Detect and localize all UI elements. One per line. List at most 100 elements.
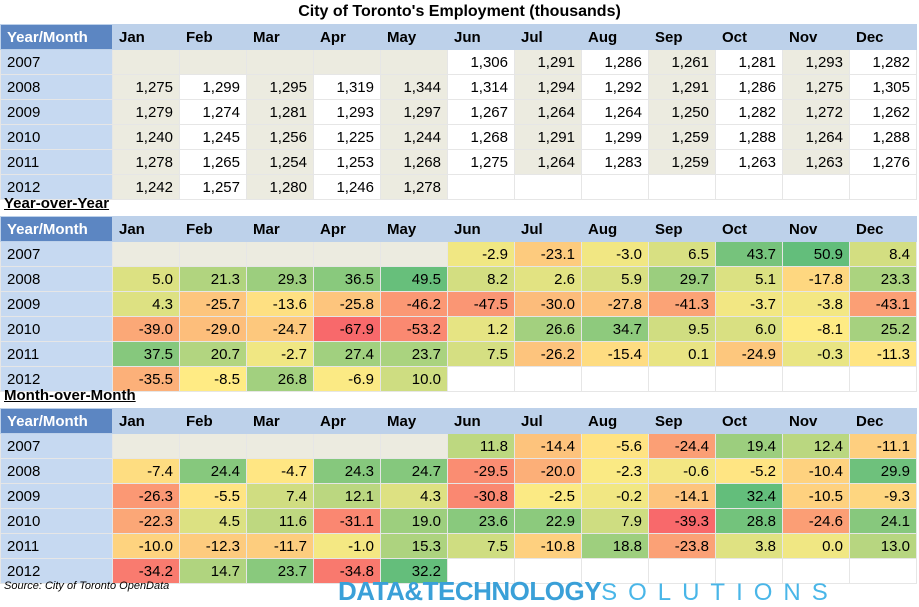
data-cell: 1,250: [648, 99, 716, 125]
month-header: Oct: [715, 408, 783, 434]
month-header: Apr: [313, 24, 381, 50]
data-cell: 3.8: [715, 533, 783, 559]
data-cell: 1,291: [514, 49, 582, 75]
data-cell: 1,319: [313, 74, 381, 100]
data-cell: 5.1: [715, 266, 783, 292]
data-cell: [112, 241, 180, 267]
data-cell: 1,314: [447, 74, 515, 100]
data-cell: 1,282: [715, 99, 783, 125]
data-cell: 1,286: [715, 74, 783, 100]
data-cell: -22.3: [112, 508, 180, 534]
data-cell: -10.0: [112, 533, 180, 559]
data-cell: -10.5: [782, 483, 850, 509]
year-label: 2007: [0, 433, 113, 459]
table-row: 2007 -2.9 -23.1 -3.0 6.5 43.7 50.9 8.4: [0, 241, 917, 267]
data-cell: 1,264: [782, 124, 850, 150]
table-row: 2009 4.3 -25.7 -13.6 -25.8 -46.2 -47.5 -30.0 -27…: [0, 291, 917, 317]
data-cell: 14.7: [179, 558, 247, 584]
data-cell: 1,265: [179, 149, 247, 175]
data-cell: 1,297: [380, 99, 448, 125]
data-cell: 24.4: [179, 458, 247, 484]
data-cell: 1,291: [514, 124, 582, 150]
employment-table: Year/Month Jan Feb Mar Apr May Jun Jul Aug Sep Oct…: [0, 24, 917, 200]
table-row: 2011 1,278 1,265 1,254 1,253 1,268 1,275 1,264 1…: [0, 149, 917, 175]
data-cell: [246, 49, 314, 75]
data-cell: -30.0: [514, 291, 582, 317]
table-row: 2008 1,275 1,299 1,295 1,319 1,344 1,314 1,294 1…: [0, 74, 917, 100]
data-cell: 2.6: [514, 266, 582, 292]
data-cell: [715, 174, 783, 200]
month-header: Jul: [514, 408, 582, 434]
data-cell: 23.7: [246, 558, 314, 584]
data-cell: [380, 433, 448, 459]
data-cell: 36.5: [313, 266, 381, 292]
data-cell: -3.7: [715, 291, 783, 317]
data-cell: 1,259: [648, 124, 716, 150]
table-row: 2007 11.8 -14.4 -5.6 -24.4 19.4 12.4 -11.1: [0, 433, 917, 459]
month-header: Nov: [782, 24, 850, 50]
year-label: 2012: [0, 558, 113, 584]
data-cell: -34.8: [313, 558, 381, 584]
data-cell: [380, 49, 448, 75]
data-cell: 1,275: [782, 74, 850, 100]
data-cell: 29.3: [246, 266, 314, 292]
month-header: Sep: [648, 24, 716, 50]
data-cell: -53.2: [380, 316, 448, 342]
data-cell: -20.0: [514, 458, 582, 484]
month-header: Sep: [648, 216, 716, 242]
year-label: 2010: [0, 508, 113, 534]
data-cell: -3.8: [782, 291, 850, 317]
data-cell: 18.8: [581, 533, 649, 559]
data-cell: 21.3: [179, 266, 247, 292]
data-cell: 11.8: [447, 433, 515, 459]
data-cell: 1,278: [380, 174, 448, 200]
data-cell: [514, 366, 582, 392]
month-header: Jun: [447, 216, 515, 242]
data-cell: -11.7: [246, 533, 314, 559]
month-header: Dec: [849, 216, 917, 242]
data-cell: 1,261: [648, 49, 716, 75]
mom-section-title: Month-over-Month: [4, 387, 136, 404]
data-cell: -29.0: [179, 316, 247, 342]
data-cell: 37.5: [112, 341, 180, 367]
data-cell: 22.9: [514, 508, 582, 534]
data-cell: [648, 558, 716, 584]
data-cell: 1,264: [514, 99, 582, 125]
data-cell: 12.1: [313, 483, 381, 509]
data-cell: -2.7: [246, 341, 314, 367]
table-row: 2011 -10.0 -12.3 -11.7 -1.0 15.3 7.5 -10.8 18.8-…: [0, 533, 917, 559]
month-header: Apr: [313, 216, 381, 242]
data-cell: [849, 366, 917, 392]
month-header: Aug: [581, 24, 649, 50]
year-label: 2010: [0, 316, 113, 342]
data-cell: -13.6: [246, 291, 314, 317]
table-row: 2010 -22.3 4.5 11.6 -31.1 19.0 23.6 22.9 7.9 -39.…: [0, 508, 917, 534]
data-cell: 1,275: [112, 74, 180, 100]
data-cell: [648, 366, 716, 392]
month-header: Jan: [112, 24, 180, 50]
data-cell: -15.4: [581, 341, 649, 367]
data-cell: -24.4: [648, 433, 716, 459]
data-cell: -24.7: [246, 316, 314, 342]
data-cell: 23.7: [380, 341, 448, 367]
sheet-title: City of Toronto's Employment (thousands): [298, 3, 621, 20]
data-cell: 1,305: [849, 74, 917, 100]
data-cell: 27.4: [313, 341, 381, 367]
data-cell: 1,268: [380, 149, 448, 175]
data-cell: [715, 366, 783, 392]
data-cell: -10.8: [514, 533, 582, 559]
data-cell: [581, 558, 649, 584]
data-cell: 4.5: [179, 508, 247, 534]
data-cell: 43.7: [715, 241, 783, 267]
data-cell: 1,274: [179, 99, 247, 125]
data-cell: 20.7: [179, 341, 247, 367]
company-logo: DATA&TECHNOLOGYSOLUTIONS: [338, 577, 839, 606]
table-row: 2012 -35.5 -8.5 26.8 -6.9 10.0: [0, 366, 917, 392]
data-cell: [782, 366, 850, 392]
data-cell: 0.0: [782, 533, 850, 559]
year-label: 2009: [0, 483, 113, 509]
data-cell: 1,264: [581, 99, 649, 125]
data-cell: -46.2: [380, 291, 448, 317]
data-cell: [849, 174, 917, 200]
data-cell: 1,272: [782, 99, 850, 125]
